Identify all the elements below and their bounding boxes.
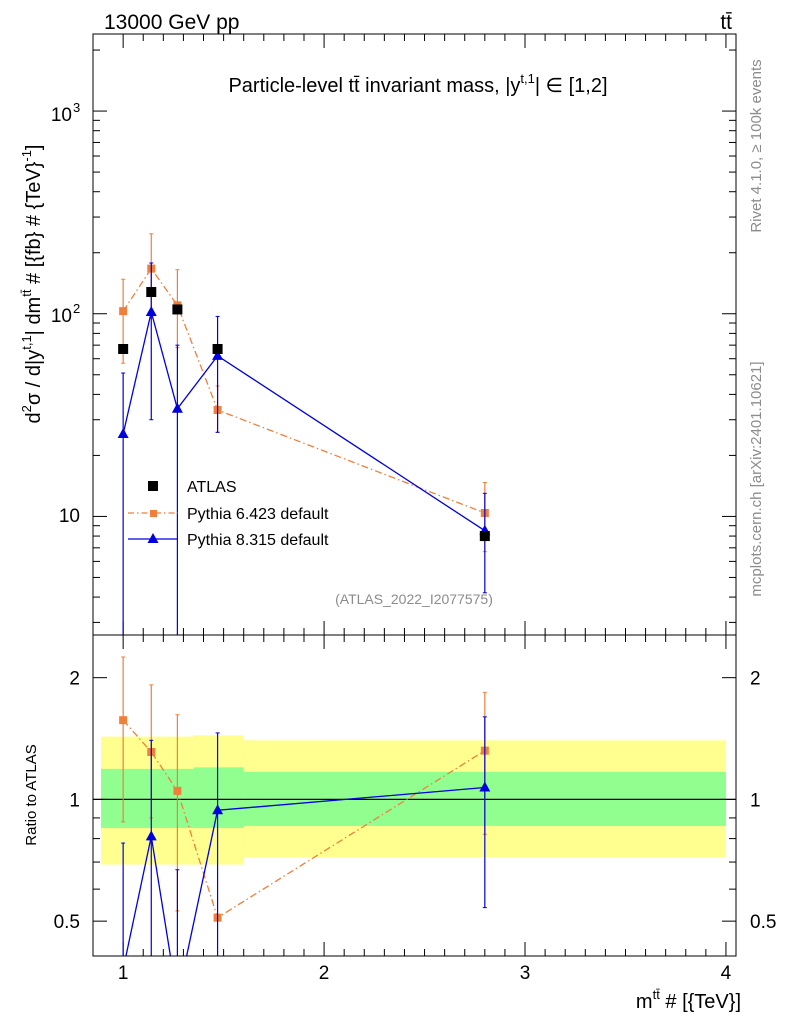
ratio-band-inner xyxy=(193,767,244,828)
legend-pythia6-marker xyxy=(150,510,157,517)
atlas-data-point xyxy=(118,343,129,354)
x-tick-label: 1 xyxy=(118,963,129,984)
ratio-pythia6-point xyxy=(173,786,182,795)
ratio-panel-frame xyxy=(92,634,737,957)
mcplots-label: mcplots.cern.ch [arXiv:2401.10621] xyxy=(748,361,765,596)
x-tick-label: 4 xyxy=(721,963,732,984)
atlas-data-point xyxy=(172,304,183,315)
legend-pythia8-label: Pythia 8.315 default xyxy=(187,532,329,549)
ratio-band-inner xyxy=(101,768,194,828)
legend-pythia8-marker xyxy=(147,533,159,543)
atlas-data-point xyxy=(479,531,490,542)
ratio-y-tick-label-right: 2 xyxy=(750,669,761,690)
ratio-panel: Ratio to ATLAS 0.5 0.5 1 1 2 2 1 2 3 4 mtt̄ # [{T… xyxy=(23,634,777,1013)
main-panel: Particle-level tt̄ invariant mass, |yt,1… xyxy=(19,33,737,636)
x-tick-label: 2 xyxy=(319,963,330,984)
ratio-pythia8-point xyxy=(212,804,224,815)
ratio-pythia8-point xyxy=(172,994,183,1004)
y-tick-label-100: 10 xyxy=(51,306,72,327)
legend-atlas-label: ATLAS xyxy=(187,479,237,496)
ratio-y-tick-label-left: 1 xyxy=(69,790,80,811)
rivet-version-label: Rivet 4.1.0, ≥ 100k events xyxy=(748,59,765,232)
y-tick-exponent-1000: 3 xyxy=(73,100,80,115)
main-panel-data xyxy=(117,233,491,635)
ratio-pythia8-point xyxy=(145,830,157,841)
process-label: tt̄ xyxy=(720,11,732,34)
ratio-y-tick-label-left: 2 xyxy=(69,669,80,690)
ratio-y-tick-label-right: 1 xyxy=(750,790,761,811)
ratio-y-axis-label: Ratio to ATLAS xyxy=(23,744,40,845)
x-tick-label: 3 xyxy=(520,963,531,984)
y-tick-exponent-100: 2 xyxy=(73,301,80,316)
y-axis-label: d2σ / d|yt,1| dmtt̄ # [{fb} # {TeV}-1] xyxy=(19,145,45,424)
ratio-pythia8-point xyxy=(479,781,491,792)
ratio-tick-labels: 0.5 0.5 1 1 2 2 1 2 3 4 xyxy=(54,669,777,984)
y-tick-label-10: 10 xyxy=(59,506,80,527)
ratio-y-tick-label-left: 0.5 xyxy=(54,912,80,933)
ratio-pythia6-point xyxy=(119,716,128,725)
ratio-panel-data xyxy=(93,656,736,1004)
legend: ATLAS Pythia 6.423 default Pythia 8.315 … xyxy=(128,479,329,549)
pythia6-line xyxy=(122,267,486,514)
chart-title: Particle-level tt̄ invariant mass, |yt,1… xyxy=(228,71,607,97)
legend-pythia6-label: Pythia 6.423 default xyxy=(187,506,329,523)
pythia8-point xyxy=(212,349,224,360)
main-panel-ticks xyxy=(93,34,736,635)
legend-atlas-marker xyxy=(148,481,158,491)
pythia8-point xyxy=(171,402,183,413)
energy-label: 13000 GeV pp xyxy=(104,11,239,34)
pythia8-point xyxy=(145,306,157,317)
ratio-y-tick-label-right: 0.5 xyxy=(750,912,776,933)
y-tick-label-1000: 10 xyxy=(51,105,72,126)
atlas-data-point xyxy=(212,343,223,354)
pythia8-point xyxy=(117,428,129,439)
pythia6-point xyxy=(119,307,128,316)
ratio-pythia8-line xyxy=(125,786,485,956)
atlas-data-point xyxy=(146,287,157,298)
x-axis-label: mtt̄ # [{TeV}] xyxy=(636,987,741,1013)
analysis-id-watermark: (ATLAS_2022_I2077575) xyxy=(335,591,493,607)
